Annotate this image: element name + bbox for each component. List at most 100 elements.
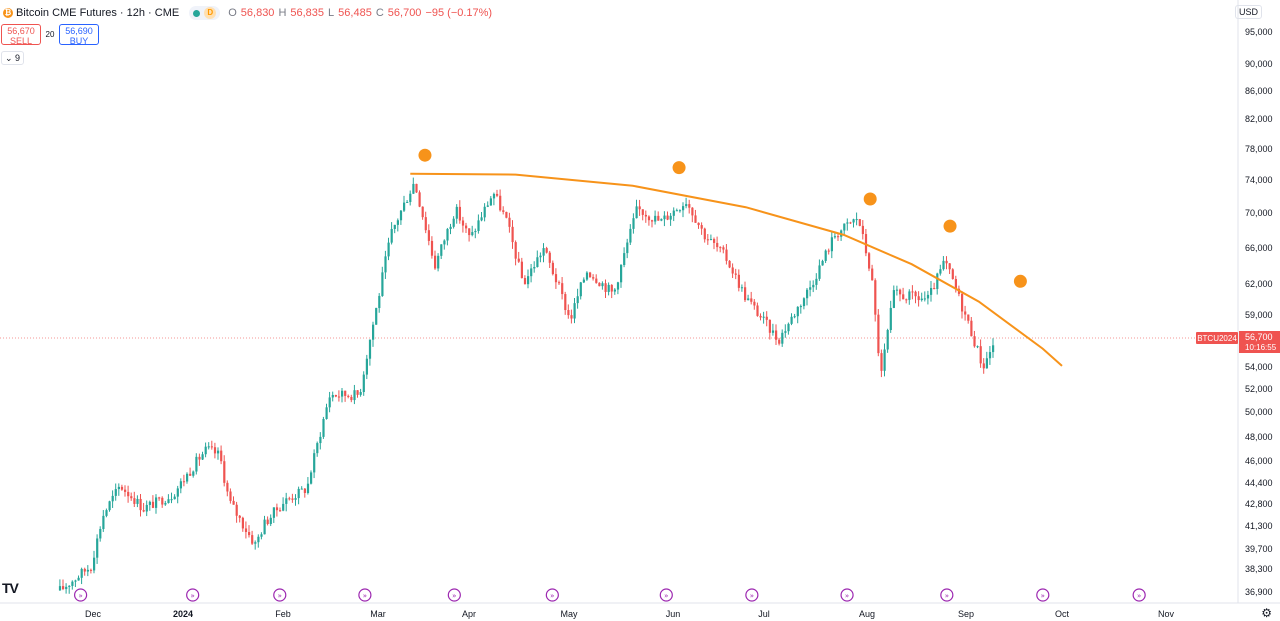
candle-body: [120, 486, 124, 490]
candle-body: [917, 296, 920, 301]
candle-body: [381, 272, 384, 296]
close-value: 56,700: [387, 7, 422, 19]
price-axis-label: 78,000: [1245, 144, 1273, 154]
candle-body: [65, 586, 68, 590]
candle-body: [771, 330, 775, 333]
candle-body: [945, 260, 948, 264]
candle-body: [527, 276, 530, 285]
trade-panel: 56,670 SELL 20 56,690 BUY: [1, 24, 99, 46]
candle-body: [784, 331, 787, 333]
arrow-event-icon[interactable]: [73, 588, 88, 602]
candle-body: [985, 358, 988, 369]
arrow-event-icon[interactable]: [358, 588, 372, 602]
symbol-title[interactable]: Bitcoin CME Futures · 12h · CME: [16, 7, 180, 19]
candle-body: [558, 282, 561, 284]
current-price-tag-bg: [1239, 331, 1280, 353]
candle-body: [930, 288, 933, 295]
candle-body: [344, 390, 347, 396]
buy-button[interactable]: 56,690 BUY: [59, 24, 99, 46]
candle-body: [533, 267, 536, 269]
arrow-event-glyph: »: [452, 592, 456, 600]
candle-body: [356, 390, 359, 395]
candle-body: [722, 247, 725, 250]
candle-body: [775, 330, 778, 340]
candle-body: [802, 298, 806, 307]
market-status[interactable]: D: [189, 6, 221, 20]
candle-body: [136, 498, 139, 504]
currency-selector[interactable]: USD: [1234, 5, 1262, 19]
ticker-label: BTCU2024: [1197, 334, 1237, 343]
candle-body: [589, 272, 592, 278]
candle-body: [83, 568, 86, 572]
candle-body: [99, 529, 102, 539]
candle-body: [576, 296, 579, 304]
arrow-event-glyph: »: [1137, 592, 1141, 600]
candle-body: [855, 219, 858, 221]
candle-body: [418, 192, 421, 207]
candle-body: [942, 260, 945, 270]
candle-body: [220, 450, 223, 462]
candle-body: [685, 204, 688, 207]
arrow-event-icon[interactable]: [940, 588, 954, 602]
gear-icon[interactable]: ⚙: [1261, 606, 1272, 620]
sell-price: 56,670: [7, 26, 35, 36]
candle-body: [616, 282, 620, 290]
candle-body: [644, 214, 647, 217]
candle-body: [353, 390, 356, 401]
pivot-marker: [418, 148, 432, 162]
candle-body: [899, 289, 902, 295]
indicators-count: 9: [15, 53, 21, 63]
candle-body: [468, 228, 471, 236]
candle-body: [96, 538, 99, 558]
price-axis-label: 86,000: [1245, 86, 1273, 96]
candle-body: [530, 268, 533, 277]
candle-body: [632, 218, 635, 229]
price-axis-label: 70,000: [1245, 208, 1273, 218]
arrow-event-icon[interactable]: [545, 588, 559, 602]
candle-body: [213, 447, 217, 454]
candle-body: [502, 210, 505, 212]
candle-body: [337, 396, 341, 398]
sell-label: SELL: [9, 36, 33, 46]
arrow-event-icon[interactable]: [447, 588, 461, 602]
candle-body: [638, 206, 641, 210]
low-label: L: [328, 7, 335, 19]
candle-body: [753, 301, 756, 306]
tradingview-logo[interactable]: TV: [2, 580, 19, 596]
price-change: −95 (−0.17%): [425, 7, 493, 19]
candle-body: [675, 210, 678, 212]
candle-body: [837, 236, 840, 238]
candle-body: [926, 294, 930, 299]
candle-body: [331, 394, 334, 398]
candle-body: [545, 248, 548, 253]
sell-button[interactable]: 56,670 SELL: [1, 24, 41, 46]
arrow-event-icon[interactable]: [659, 588, 673, 602]
arrow-event-icon[interactable]: [273, 588, 287, 602]
candle-body: [297, 488, 300, 499]
arrow-event-icon[interactable]: [1132, 588, 1146, 602]
arrow-event-icon[interactable]: [745, 588, 759, 602]
time-axis-label: Oct: [1055, 609, 1070, 619]
candle-body: [210, 446, 213, 448]
candle-body: [827, 250, 830, 252]
candle-body: [424, 217, 427, 231]
time-axis-label: Aug: [859, 609, 875, 619]
candle-body: [861, 225, 864, 235]
candle-body: [762, 316, 765, 318]
candle-body: [902, 294, 905, 300]
indicators-toggle[interactable]: ⌄ 9: [1, 51, 25, 65]
candle-body: [195, 456, 198, 472]
price-axis-label: 90,000: [1245, 59, 1273, 69]
candle-body: [511, 226, 514, 243]
candle-body: [905, 299, 908, 301]
candle-body: [923, 298, 926, 300]
arrow-event-icon[interactable]: [1036, 588, 1050, 602]
candle-body: [911, 291, 914, 293]
arrow-event-icon[interactable]: [840, 588, 854, 602]
arrow-event-glyph: »: [78, 592, 82, 600]
candle-body: [455, 206, 458, 219]
arrow-event-icon[interactable]: [186, 588, 200, 602]
candle-body: [598, 282, 601, 287]
candle-body: [111, 495, 114, 502]
